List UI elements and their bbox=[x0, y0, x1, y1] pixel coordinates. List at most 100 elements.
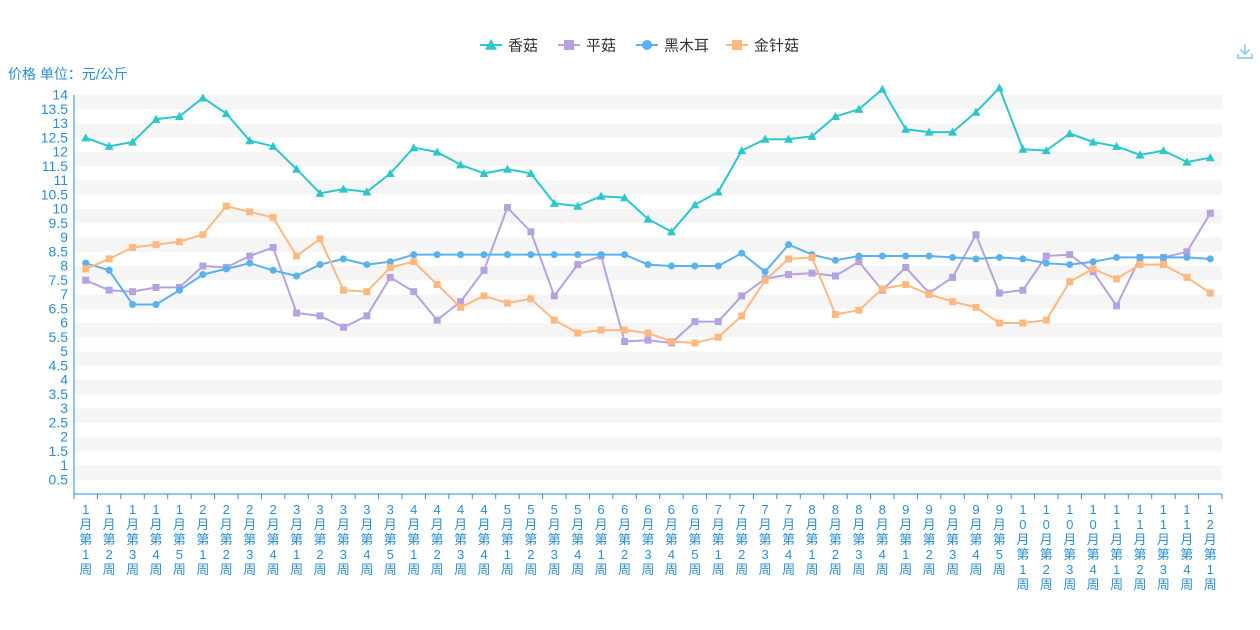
data-point-香菇[interactable] bbox=[198, 93, 208, 102]
data-point-香菇[interactable] bbox=[784, 134, 794, 143]
legend-item-label[interactable]: 金针菇 bbox=[754, 38, 799, 55]
data-point-平菇[interactable] bbox=[457, 298, 465, 306]
data-point-平菇[interactable] bbox=[293, 309, 301, 317]
data-point-黑木耳[interactable] bbox=[339, 255, 347, 263]
data-point-金针菇[interactable] bbox=[316, 235, 324, 243]
data-point-金针菇[interactable] bbox=[1019, 319, 1027, 327]
data-point-金针菇[interactable] bbox=[480, 292, 488, 300]
data-point-香菇[interactable] bbox=[81, 133, 91, 142]
data-point-香菇[interactable] bbox=[877, 84, 887, 93]
data-point-金针菇[interactable] bbox=[293, 252, 301, 260]
data-point-香菇[interactable] bbox=[245, 136, 255, 145]
data-point-黑木耳[interactable] bbox=[129, 300, 137, 308]
data-point-黑木耳[interactable] bbox=[574, 251, 582, 259]
data-point-平菇[interactable] bbox=[105, 286, 113, 294]
data-point-黑木耳[interactable] bbox=[644, 261, 652, 269]
data-point-黑木耳[interactable] bbox=[949, 253, 957, 261]
data-point-香菇[interactable] bbox=[1158, 146, 1168, 155]
data-point-金针菇[interactable] bbox=[527, 295, 535, 303]
data-point-金针菇[interactable] bbox=[1042, 316, 1050, 324]
data-point-黑木耳[interactable] bbox=[363, 261, 371, 269]
data-point-金针菇[interactable] bbox=[949, 298, 957, 306]
legend-item-label[interactable]: 香菇 bbox=[508, 38, 538, 55]
data-point-香菇[interactable] bbox=[713, 187, 723, 196]
data-point-香菇[interactable] bbox=[596, 191, 606, 200]
data-point-香菇[interactable] bbox=[573, 201, 583, 210]
data-point-平菇[interactable] bbox=[738, 292, 746, 300]
data-point-香菇[interactable] bbox=[760, 134, 770, 143]
data-point-金针菇[interactable] bbox=[1066, 278, 1074, 286]
data-point-黑木耳[interactable] bbox=[246, 259, 254, 267]
data-point-香菇[interactable] bbox=[338, 184, 348, 193]
data-point-平菇[interactable] bbox=[527, 228, 535, 236]
data-point-黑木耳[interactable] bbox=[316, 261, 324, 269]
legend-symbol[interactable] bbox=[732, 40, 742, 50]
data-point-平菇[interactable] bbox=[1042, 252, 1050, 260]
data-point-金针菇[interactable] bbox=[433, 281, 441, 289]
data-point-金针菇[interactable] bbox=[644, 329, 652, 337]
data-point-金针菇[interactable] bbox=[1159, 261, 1167, 269]
data-point-黑木耳[interactable] bbox=[410, 251, 418, 259]
data-point-黑木耳[interactable] bbox=[1089, 258, 1097, 266]
data-point-平菇[interactable] bbox=[129, 288, 137, 296]
data-point-黑木耳[interactable] bbox=[199, 271, 207, 279]
data-point-金针菇[interactable] bbox=[457, 303, 465, 311]
data-point-香菇[interactable] bbox=[690, 200, 700, 209]
data-point-平菇[interactable] bbox=[855, 258, 863, 266]
data-point-金针菇[interactable] bbox=[972, 303, 980, 311]
data-point-平菇[interactable] bbox=[972, 231, 980, 239]
data-point-香菇[interactable] bbox=[432, 147, 442, 156]
data-point-香菇[interactable] bbox=[221, 109, 231, 118]
data-point-金针菇[interactable] bbox=[503, 299, 511, 307]
data-point-平菇[interactable] bbox=[574, 261, 582, 269]
data-point-金针菇[interactable] bbox=[1089, 265, 1097, 273]
legend-symbol[interactable] bbox=[485, 39, 497, 50]
data-point-金针菇[interactable] bbox=[621, 326, 629, 334]
data-point-香菇[interactable] bbox=[1088, 137, 1098, 146]
data-point-黑木耳[interactable] bbox=[878, 252, 886, 260]
data-point-香菇[interactable] bbox=[409, 143, 419, 152]
data-point-香菇[interactable] bbox=[174, 111, 184, 120]
data-point-香菇[interactable] bbox=[1182, 157, 1192, 166]
data-point-香菇[interactable] bbox=[830, 111, 840, 120]
data-point-黑木耳[interactable] bbox=[503, 251, 511, 259]
data-point-平菇[interactable] bbox=[785, 271, 793, 279]
data-point-平菇[interactable] bbox=[714, 318, 722, 326]
data-point-黑木耳[interactable] bbox=[714, 262, 722, 270]
data-point-平菇[interactable] bbox=[1113, 302, 1121, 310]
data-point-金针菇[interactable] bbox=[738, 312, 746, 320]
data-point-平菇[interactable] bbox=[902, 263, 910, 271]
data-point-黑木耳[interactable] bbox=[550, 251, 558, 259]
legend-item-label[interactable]: 平菇 bbox=[586, 38, 616, 55]
data-point-黑木耳[interactable] bbox=[738, 249, 746, 257]
data-point-平菇[interactable] bbox=[1183, 248, 1191, 256]
data-point-香菇[interactable] bbox=[549, 198, 559, 207]
data-point-金针菇[interactable] bbox=[855, 306, 863, 314]
data-point-金针菇[interactable] bbox=[761, 276, 769, 284]
data-point-香菇[interactable] bbox=[479, 168, 489, 177]
data-point-黑木耳[interactable] bbox=[972, 255, 980, 263]
data-point-金针菇[interactable] bbox=[574, 329, 582, 337]
data-point-金针菇[interactable] bbox=[785, 255, 793, 263]
data-point-黑木耳[interactable] bbox=[597, 251, 605, 259]
data-point-香菇[interactable] bbox=[385, 168, 395, 177]
data-point-平菇[interactable] bbox=[691, 318, 699, 326]
data-point-金针菇[interactable] bbox=[269, 214, 277, 222]
data-point-平菇[interactable] bbox=[1206, 209, 1214, 217]
data-point-香菇[interactable] bbox=[807, 131, 817, 140]
data-point-香菇[interactable] bbox=[1205, 153, 1215, 162]
data-point-平菇[interactable] bbox=[269, 243, 277, 251]
data-point-黑木耳[interactable] bbox=[995, 253, 1003, 261]
data-point-香菇[interactable] bbox=[620, 193, 630, 202]
data-point-黑木耳[interactable] bbox=[480, 251, 488, 259]
data-point-平菇[interactable] bbox=[831, 272, 839, 280]
data-point-黑木耳[interactable] bbox=[457, 251, 465, 259]
data-point-金针菇[interactable] bbox=[1136, 261, 1144, 269]
data-point-黑木耳[interactable] bbox=[831, 256, 839, 264]
data-point-香菇[interactable] bbox=[994, 83, 1004, 92]
data-point-平菇[interactable] bbox=[808, 269, 816, 277]
data-point-香菇[interactable] bbox=[737, 146, 747, 155]
data-point-平菇[interactable] bbox=[1019, 286, 1027, 294]
data-point-黑木耳[interactable] bbox=[621, 251, 629, 259]
data-point-香菇[interactable] bbox=[151, 114, 161, 123]
